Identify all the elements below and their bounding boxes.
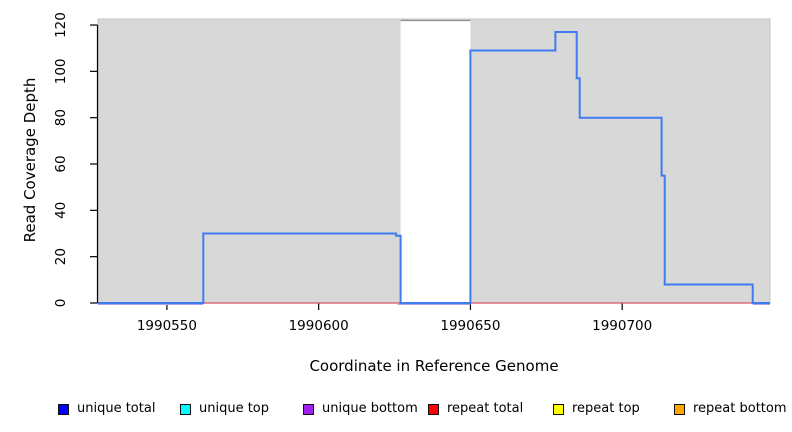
y-tick-label: 40 <box>53 202 69 219</box>
legend-item-repeat-top: repeat top <box>553 401 640 417</box>
legend-swatch-repeat-bottom <box>674 403 685 415</box>
legend-item-repeat-bottom: repeat bottom <box>674 401 787 417</box>
legend-label: unique total <box>77 401 156 416</box>
legend-swatch-repeat-top <box>553 403 564 415</box>
x-tick-label: 1990700 <box>592 318 652 334</box>
series-line-unique-total <box>98 31 770 304</box>
legend-item-repeat-total: repeat total <box>428 401 523 417</box>
legend-item-unique-total: unique total <box>58 401 155 417</box>
y-axis-title: Read Coverage Depth <box>21 77 39 243</box>
x-tick-label: 1990600 <box>289 318 349 334</box>
legend-label: repeat total <box>447 401 524 416</box>
legend-label: repeat top <box>572 401 640 416</box>
legend-swatch-unique-bottom <box>303 403 314 415</box>
x-axis-title: Coordinate in Reference Genome <box>309 357 559 375</box>
plot-area: 0 20 40 60 80 100 120 1990550 1990600 1990650 1990… <box>53 12 771 334</box>
x-tick-label: 1990550 <box>137 318 197 334</box>
y-tick-label: 100 <box>53 58 69 84</box>
legend-label: unique top <box>199 401 270 416</box>
legend-swatch-repeat-total <box>428 403 439 415</box>
legend-item-unique-top: unique top <box>180 401 269 417</box>
legend-label: unique bottom <box>322 401 418 416</box>
y-tick-label: 80 <box>53 109 69 126</box>
gap-band-rect <box>400 20 471 303</box>
y-tick-label: 0 <box>53 299 69 308</box>
legend-label: repeat bottom <box>693 401 787 416</box>
y-tick-label: 20 <box>53 248 69 265</box>
x-tick-label: 1990650 <box>440 318 500 334</box>
legend-swatch-unique-total <box>58 403 69 415</box>
legend-swatch-unique-top <box>180 403 191 415</box>
legend: unique total unique top unique bottom repea… <box>0 401 792 421</box>
y-tick-label: 60 <box>53 155 69 172</box>
y-tick-label: 120 <box>53 12 69 38</box>
legend-item-unique-bottom: unique bottom <box>303 401 418 417</box>
